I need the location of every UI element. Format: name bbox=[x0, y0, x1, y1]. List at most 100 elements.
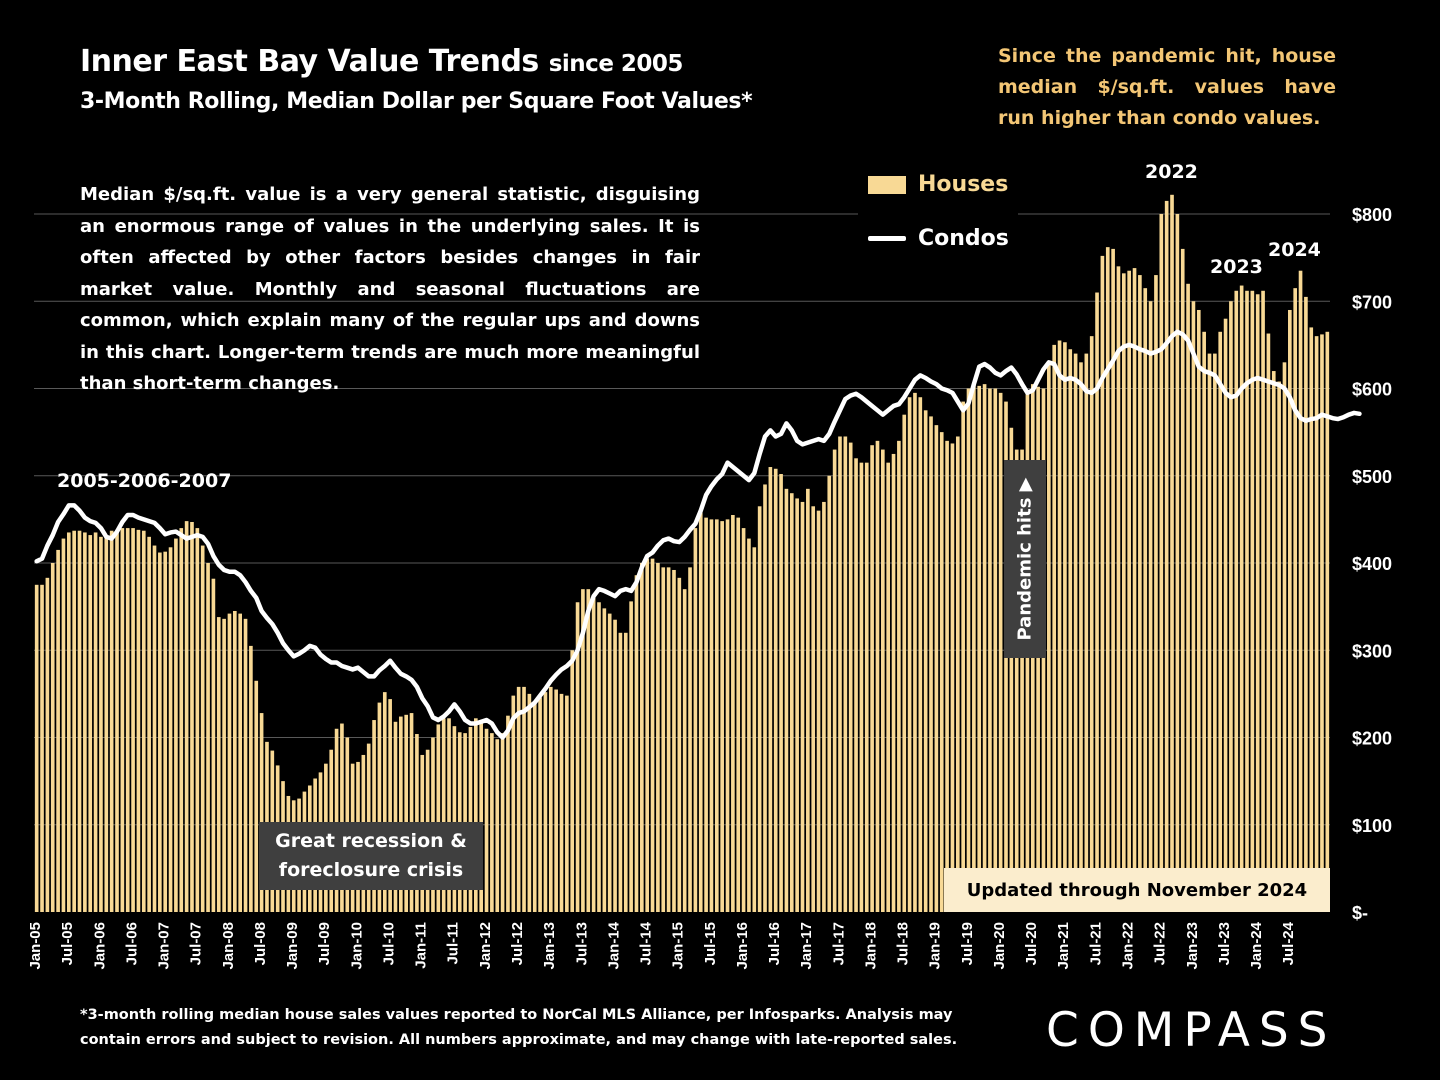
houses-bar bbox=[768, 467, 773, 912]
houses-bar bbox=[147, 536, 151, 912]
houses-bar bbox=[1132, 268, 1137, 913]
houses-bar bbox=[109, 530, 114, 912]
houses-bar bbox=[945, 440, 949, 912]
houses-bar bbox=[216, 617, 221, 912]
houses-bar bbox=[50, 563, 55, 912]
houses-bar bbox=[581, 589, 585, 912]
houses-bar bbox=[474, 718, 478, 912]
legend-item-condos: Condos bbox=[868, 226, 1009, 251]
houses-bar bbox=[1218, 331, 1223, 912]
houses-bar bbox=[1277, 381, 1281, 912]
x-tick-label: Jan-24 bbox=[1248, 921, 1265, 969]
houses-bar bbox=[543, 692, 548, 912]
x-tick-label: Jul-23 bbox=[1216, 922, 1233, 965]
x-tick-label: Jul-22 bbox=[1152, 922, 1169, 965]
houses-bar bbox=[441, 718, 446, 912]
houses-bar bbox=[902, 414, 907, 912]
houses-bar bbox=[870, 445, 874, 912]
houses-bar bbox=[634, 575, 639, 912]
houses-bar bbox=[1186, 283, 1190, 912]
houses-bar bbox=[1143, 288, 1148, 912]
x-tick-label: Jan-14 bbox=[605, 921, 622, 969]
houses-bar bbox=[1309, 327, 1314, 912]
houses-bar bbox=[704, 517, 708, 912]
houses-bar bbox=[1073, 353, 1078, 913]
houses-bar bbox=[40, 584, 44, 912]
houses-bar bbox=[1100, 255, 1105, 912]
houses-bar bbox=[988, 388, 992, 912]
houses-bar bbox=[993, 388, 998, 912]
houses-bar bbox=[511, 695, 516, 912]
houses-bar bbox=[843, 436, 848, 912]
houses-bar bbox=[688, 567, 692, 912]
houses-bar bbox=[800, 501, 805, 912]
label-2022: 2022 bbox=[1145, 161, 1198, 183]
x-tick-label: Jul-17 bbox=[830, 922, 847, 965]
label-2005-2007: 2005-2006-2007 bbox=[57, 470, 232, 492]
houses-bar bbox=[570, 650, 575, 912]
x-tick-label: Jul-10 bbox=[380, 922, 397, 965]
houses-bar bbox=[1282, 362, 1287, 913]
houses-bar bbox=[1148, 301, 1153, 912]
x-tick-label: Jan-10 bbox=[348, 922, 365, 970]
houses-bar bbox=[468, 727, 473, 912]
houses-bar bbox=[104, 536, 109, 912]
houses-bar bbox=[672, 569, 676, 912]
pandemic-label: Pandemic hits ▶ bbox=[1014, 477, 1036, 641]
houses-bar bbox=[677, 577, 682, 912]
legend-label-houses: Houses bbox=[918, 172, 1009, 197]
houses-bar bbox=[929, 416, 933, 912]
houses-bar bbox=[227, 613, 232, 912]
houses-bar bbox=[211, 578, 216, 912]
houses-bar bbox=[184, 521, 189, 912]
x-tick-label: Jan-23 bbox=[1184, 922, 1201, 970]
houses-bar bbox=[152, 545, 157, 912]
houses-bar bbox=[795, 498, 799, 912]
houses-bar bbox=[1095, 292, 1099, 912]
houses-bar bbox=[838, 436, 842, 912]
updated-badge: Updated through November 2024 bbox=[944, 868, 1330, 912]
houses-bar bbox=[1288, 309, 1292, 913]
houses-bar bbox=[447, 718, 451, 912]
houses-bar bbox=[1159, 214, 1164, 912]
houses-bar bbox=[1170, 194, 1174, 913]
houses-bar bbox=[388, 699, 392, 912]
houses-bar bbox=[554, 689, 558, 912]
houses-bar bbox=[516, 686, 521, 912]
houses-bar bbox=[131, 528, 135, 912]
houses-bar bbox=[254, 680, 259, 912]
houses-bar bbox=[1105, 247, 1110, 912]
houses-bar bbox=[720, 521, 724, 912]
houses-bar bbox=[832, 449, 837, 912]
houses-bar bbox=[623, 632, 628, 912]
houses-bar bbox=[484, 728, 489, 912]
houses-bar bbox=[666, 567, 671, 912]
houses-bar bbox=[972, 384, 976, 912]
recession-annotation: Great recession & foreclosure crisis bbox=[259, 822, 483, 890]
houses-bar bbox=[233, 610, 237, 912]
houses-bar bbox=[77, 530, 82, 912]
houses-bar bbox=[238, 613, 242, 912]
compass-logo: COMPASS bbox=[1046, 1003, 1337, 1058]
houses-bar bbox=[174, 538, 178, 912]
houses-bar bbox=[1180, 248, 1185, 912]
houses-bar bbox=[918, 397, 923, 913]
houses-bar bbox=[500, 733, 505, 912]
houses-bar bbox=[1245, 290, 1249, 912]
houses-bar bbox=[1122, 273, 1126, 913]
houses-bar bbox=[897, 440, 901, 912]
houses-bar bbox=[206, 563, 210, 912]
houses-bar bbox=[1084, 353, 1089, 913]
x-tick-label: Jul-19 bbox=[959, 922, 976, 965]
houses-bar bbox=[886, 462, 890, 912]
houses-bar bbox=[693, 528, 698, 912]
houses-bar bbox=[1138, 275, 1142, 913]
condos-line bbox=[34, 329, 1362, 740]
houses-bar bbox=[1314, 336, 1319, 912]
title-since: since 2005 bbox=[548, 51, 684, 77]
x-tick-label: Jul-16 bbox=[766, 922, 783, 965]
x-tick-label: Jan-19 bbox=[927, 922, 944, 970]
houses-bar bbox=[399, 716, 403, 912]
houses-bar bbox=[99, 536, 103, 912]
